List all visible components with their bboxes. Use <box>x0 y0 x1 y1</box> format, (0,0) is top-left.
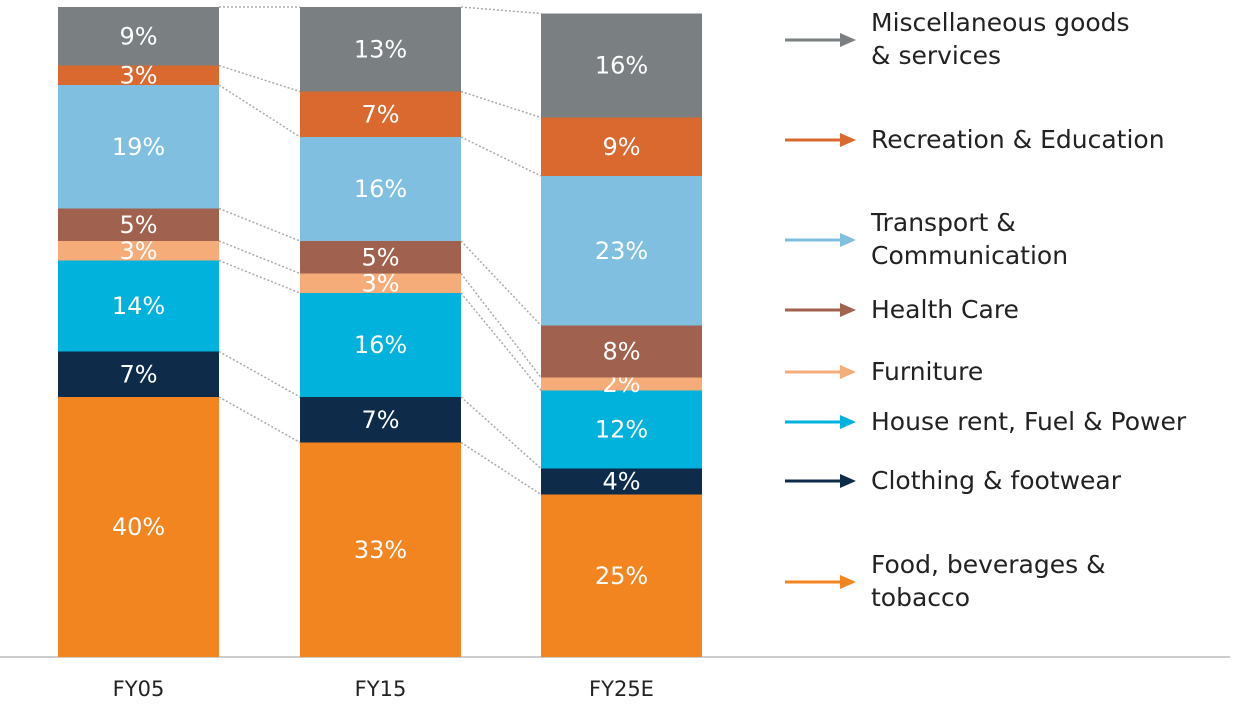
connector <box>460 240 542 327</box>
bar-segment <box>541 377 702 391</box>
legend-arrowhead <box>840 575 856 589</box>
legend-label: Clothing & footwear <box>871 466 1122 495</box>
bar-segment <box>541 325 702 378</box>
data-label: 9% <box>602 133 640 161</box>
connector <box>218 350 301 398</box>
bar-segment <box>541 117 702 176</box>
legend-label: Food, beverages & tobacco <box>871 550 1106 612</box>
bar-segment <box>300 273 461 293</box>
bar-segment <box>541 494 702 657</box>
bar-segment <box>541 176 702 326</box>
connector <box>218 207 301 242</box>
data-label: 5% <box>119 211 157 239</box>
bar-segment <box>300 397 461 443</box>
data-label: 7% <box>119 360 157 388</box>
bar-segment <box>300 442 461 657</box>
bar-segment <box>58 65 219 85</box>
legend-label: Recreation & Education <box>871 125 1165 154</box>
legend-label: Transport & Communication <box>871 208 1069 270</box>
data-label: 16% <box>354 331 407 359</box>
connector <box>218 259 301 294</box>
bar-segment <box>541 13 702 118</box>
connector <box>218 240 301 275</box>
connector <box>460 6 542 15</box>
data-label: 3% <box>119 237 157 265</box>
data-label: 7% <box>361 406 399 434</box>
bar-segment <box>58 260 219 352</box>
data-label: 4% <box>602 468 640 496</box>
legend-label: Health Care <box>871 295 1019 324</box>
data-label: 5% <box>361 243 399 271</box>
legend-arrowhead <box>840 474 856 488</box>
legend-label: Furniture <box>871 357 984 386</box>
legend-arrowhead <box>840 303 856 317</box>
x-tick-label: FY15 <box>355 677 407 701</box>
legend-label: Miscellaneous goods & services <box>871 8 1130 70</box>
bar-segment <box>58 351 219 397</box>
data-label: 9% <box>119 22 157 50</box>
data-label: 23% <box>595 237 648 265</box>
data-label: 33% <box>354 536 407 564</box>
bar-segment <box>58 397 219 657</box>
bar-segment <box>300 137 461 241</box>
data-label: 3% <box>119 61 157 89</box>
data-label: 14% <box>112 292 165 320</box>
connector <box>218 64 301 93</box>
legend-arrowhead <box>840 33 856 47</box>
connector <box>460 292 542 391</box>
connector <box>460 136 542 177</box>
legend-arrowhead <box>840 415 856 429</box>
data-label: 16% <box>595 52 648 80</box>
bar-segment <box>300 7 461 92</box>
connector <box>218 396 301 444</box>
x-tick-label: FY05 <box>113 677 165 701</box>
bar-segment <box>300 91 461 137</box>
data-label: 25% <box>595 562 648 590</box>
x-tick-label: FY25E <box>589 677 654 701</box>
data-label: 16% <box>354 175 407 203</box>
bar-segment <box>58 208 219 241</box>
legend-label: House rent, Fuel & Power <box>871 407 1187 436</box>
bar-segment <box>300 241 461 274</box>
bar-segment <box>300 293 461 397</box>
data-label: 19% <box>112 133 165 161</box>
bar-segment <box>58 85 219 209</box>
bar-segment <box>58 241 219 261</box>
data-label: 40% <box>112 513 165 541</box>
data-label: 12% <box>595 416 648 444</box>
bar-segment <box>541 390 702 469</box>
connector <box>460 273 542 378</box>
connector <box>460 396 542 470</box>
legend-arrowhead <box>840 133 856 147</box>
connector <box>460 90 542 119</box>
bar-segment <box>541 468 702 495</box>
legend-arrowhead <box>840 233 856 247</box>
connector <box>460 441 542 496</box>
data-label: 7% <box>361 100 399 128</box>
bar-segment <box>58 7 219 66</box>
data-label: 8% <box>602 338 640 366</box>
data-label: 3% <box>361 269 399 297</box>
legend-arrowhead <box>840 365 856 379</box>
connector <box>218 84 301 138</box>
data-label: 13% <box>354 35 407 63</box>
